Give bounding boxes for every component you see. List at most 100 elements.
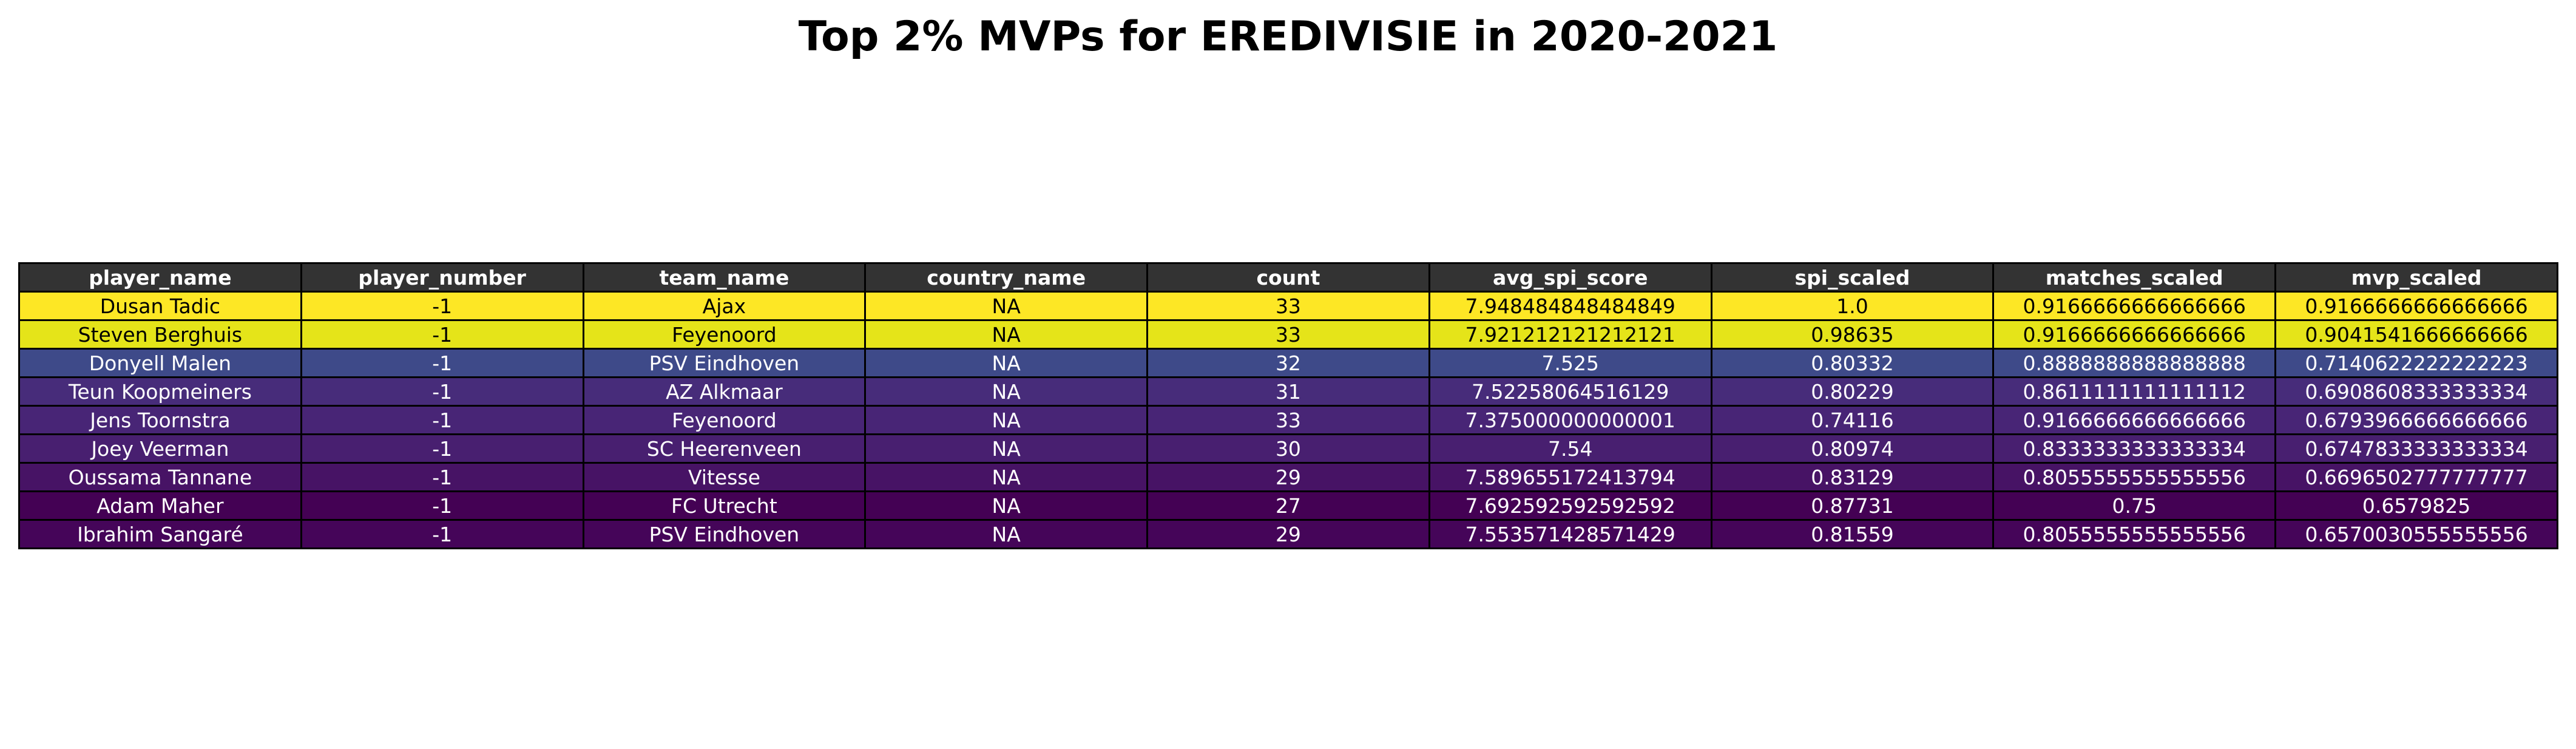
table-cell-matches-scaled: 0.8055555555555556 xyxy=(1992,519,2277,549)
table-cell-count: 33 xyxy=(1146,291,1430,321)
table-cell-avg-spi-score: 7.525 xyxy=(1428,348,1712,378)
table-cell-team-name: PSV Eindhoven xyxy=(582,348,867,378)
table-cell-player-name: Joey Veerman xyxy=(18,433,302,464)
table-row: Steven Berghuis -1 Feyenoord NA 33 7.92121212… xyxy=(18,319,2558,350)
table-cell-player-number: -1 xyxy=(300,291,584,321)
table-cell-spi-scaled: 0.98635 xyxy=(1710,319,1995,350)
table-cell-team-name: Vitesse xyxy=(582,462,867,492)
table-row: Oussama Tannane -1 Vitesse NA 29 7.5896551724… xyxy=(18,462,2558,492)
table-row: Donyell Malen -1 PSV Eindhoven NA 32 7.525 0.8… xyxy=(18,348,2558,378)
table-cell-avg-spi-score: 7.375000000000001 xyxy=(1428,405,1712,435)
table-cell-avg-spi-score: 7.52258064516129 xyxy=(1428,376,1712,407)
column-header-country-name: country_name xyxy=(864,262,1149,293)
table-cell-spi-scaled: 1.0 xyxy=(1710,291,1995,321)
table-cell-team-name: SC Heerenveen xyxy=(582,433,867,464)
table-cell-mvp-scaled: 0.6570030555555556 xyxy=(2274,519,2558,549)
table-cell-spi-scaled: 0.80974 xyxy=(1710,433,1995,464)
column-header-player-number: player_number xyxy=(300,262,584,293)
table-cell-avg-spi-score: 7.589655172413794 xyxy=(1428,462,1712,492)
table-cell-team-name: PSV Eindhoven xyxy=(582,519,867,549)
table-cell-count: 29 xyxy=(1146,462,1430,492)
table-row: Ibrahim Sangaré -1 PSV Eindhoven NA 29 7.5535… xyxy=(18,519,2558,549)
table-cell-player-name: Teun Koopmeiners xyxy=(18,376,302,407)
table-cell-country-name: NA xyxy=(864,376,1149,407)
table-cell-matches-scaled: 0.8055555555555556 xyxy=(1992,462,2277,492)
table-cell-avg-spi-score: 7.553571428571429 xyxy=(1428,519,1712,549)
table-cell-spi-scaled: 0.87731 xyxy=(1710,490,1995,521)
table-row: Dusan Tadic -1 Ajax NA 33 7.948484848484849 1.… xyxy=(18,291,2558,321)
table-cell-country-name: NA xyxy=(864,433,1149,464)
table-cell-player-name: Oussama Tannane xyxy=(18,462,302,492)
table-cell-player-number: -1 xyxy=(300,405,584,435)
table-cell-country-name: NA xyxy=(864,348,1149,378)
table-cell-count: 30 xyxy=(1146,433,1430,464)
column-header-count: count xyxy=(1146,262,1430,293)
table-cell-count: 31 xyxy=(1146,376,1430,407)
table-cell-matches-scaled: 0.8333333333333334 xyxy=(1992,433,2277,464)
table-row: Joey Veerman -1 SC Heerenveen NA 30 7.54 0.809… xyxy=(18,433,2558,464)
table-cell-avg-spi-score: 7.948484848484849 xyxy=(1428,291,1712,321)
table-cell-country-name: NA xyxy=(864,291,1149,321)
chart-title: Top 2% MVPs for EREDIVISIE in 2020-2021 xyxy=(798,13,1778,61)
table-body: Dusan Tadic -1 Ajax NA 33 7.948484848484849 1.… xyxy=(18,291,2558,549)
table-cell-mvp-scaled: 0.9041541666666666 xyxy=(2274,319,2558,350)
table-cell-team-name: Feyenoord xyxy=(582,319,867,350)
column-header-spi-scaled: spi_scaled xyxy=(1710,262,1995,293)
table-cell-player-name: Adam Maher xyxy=(18,490,302,521)
table-cell-player-name: Dusan Tadic xyxy=(18,291,302,321)
table-cell-team-name: AZ Alkmaar xyxy=(582,376,867,407)
mvp-table-container: player_name player_number team_name country… xyxy=(18,262,2558,549)
table-cell-country-name: NA xyxy=(864,319,1149,350)
table-cell-avg-spi-score: 7.692592592592592 xyxy=(1428,490,1712,521)
table-cell-player-number: -1 xyxy=(300,433,584,464)
column-header-team-name: team_name xyxy=(582,262,867,293)
table-row: Jens Toornstra -1 Feyenoord NA 33 7.375000000… xyxy=(18,405,2558,435)
table-cell-player-number: -1 xyxy=(300,348,584,378)
table-cell-spi-scaled: 0.74116 xyxy=(1710,405,1995,435)
table-row: Adam Maher -1 FC Utrecht NA 27 7.692592592592… xyxy=(18,490,2558,521)
table-cell-mvp-scaled: 0.6579825 xyxy=(2274,490,2558,521)
table-cell-mvp-scaled: 0.9166666666666666 xyxy=(2274,291,2558,321)
column-header-mvp-scaled: mvp_scaled xyxy=(2274,262,2558,293)
table-cell-player-name: Donyell Malen xyxy=(18,348,302,378)
table-cell-country-name: NA xyxy=(864,490,1149,521)
table-cell-matches-scaled: 0.9166666666666666 xyxy=(1992,319,2277,350)
table-cell-player-number: -1 xyxy=(300,319,584,350)
table-cell-player-number: -1 xyxy=(300,462,584,492)
table-cell-count: 33 xyxy=(1146,405,1430,435)
table-cell-country-name: NA xyxy=(864,519,1149,549)
table-cell-mvp-scaled: 0.6747833333333334 xyxy=(2274,433,2558,464)
table-row: Teun Koopmeiners -1 AZ Alkmaar NA 31 7.522580… xyxy=(18,376,2558,407)
table-cell-mvp-scaled: 0.7140622222222223 xyxy=(2274,348,2558,378)
table-cell-count: 27 xyxy=(1146,490,1430,521)
table-cell-avg-spi-score: 7.54 xyxy=(1428,433,1712,464)
table-cell-mvp-scaled: 0.6793966666666666 xyxy=(2274,405,2558,435)
table-cell-count: 32 xyxy=(1146,348,1430,378)
table-cell-team-name: Feyenoord xyxy=(582,405,867,435)
table-cell-matches-scaled: 0.8611111111111112 xyxy=(1992,376,2277,407)
table-cell-player-number: -1 xyxy=(300,376,584,407)
table-cell-player-number: -1 xyxy=(300,490,584,521)
mvp-table: player_name player_number team_name country… xyxy=(18,262,2558,549)
table-cell-player-name: Jens Toornstra xyxy=(18,405,302,435)
table-cell-spi-scaled: 0.83129 xyxy=(1710,462,1995,492)
table-cell-spi-scaled: 0.81559 xyxy=(1710,519,1995,549)
table-cell-country-name: NA xyxy=(864,405,1149,435)
table-cell-team-name: FC Utrecht xyxy=(582,490,867,521)
table-header-row: player_name player_number team_name country… xyxy=(18,262,2558,293)
table-cell-matches-scaled: 0.8888888888888888 xyxy=(1992,348,2277,378)
table-cell-matches-scaled: 0.75 xyxy=(1992,490,2277,521)
table-cell-count: 29 xyxy=(1146,519,1430,549)
table-cell-mvp-scaled: 0.6908608333333334 xyxy=(2274,376,2558,407)
table-cell-matches-scaled: 0.9166666666666666 xyxy=(1992,405,2277,435)
table-cell-spi-scaled: 0.80229 xyxy=(1710,376,1995,407)
table-cell-spi-scaled: 0.80332 xyxy=(1710,348,1995,378)
table-cell-team-name: Ajax xyxy=(582,291,867,321)
table-cell-count: 33 xyxy=(1146,319,1430,350)
table-cell-player-name: Steven Berghuis xyxy=(18,319,302,350)
column-header-matches-scaled: matches_scaled xyxy=(1992,262,2277,293)
table-cell-player-number: -1 xyxy=(300,519,584,549)
column-header-player-name: player_name xyxy=(18,262,302,293)
table-cell-player-name: Ibrahim Sangaré xyxy=(18,519,302,549)
table-cell-matches-scaled: 0.9166666666666666 xyxy=(1992,291,2277,321)
